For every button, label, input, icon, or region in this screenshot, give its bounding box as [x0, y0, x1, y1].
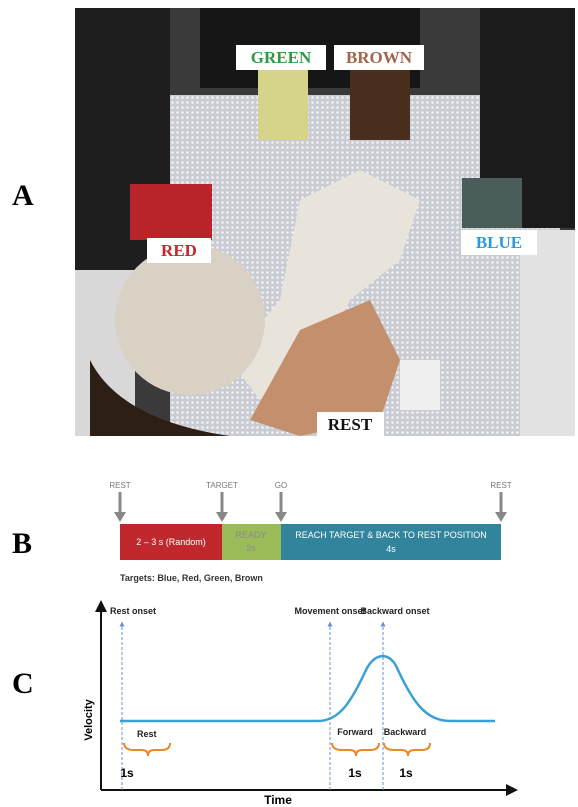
figure: A GREEN BROWN RED BLUE REST B	[0, 0, 578, 807]
target-label: RED	[161, 241, 197, 260]
segment-text: 4s	[386, 544, 396, 554]
velocity-plot: Velocity Time Rest onset Movement onset …	[83, 606, 512, 807]
duration-label: 1s	[120, 766, 134, 780]
segment-text: 2 – 3 s (Random)	[136, 537, 206, 547]
x-axis-label: Time	[264, 793, 292, 807]
y-axis-label: Velocity	[83, 698, 95, 740]
phase-label: Forward	[337, 727, 373, 737]
phase-label: Backward	[384, 727, 427, 737]
event-label: REST	[109, 481, 130, 490]
segment-text: REACH TARGET & BACK TO REST POSITION	[295, 530, 487, 540]
duration-label: 1s	[348, 766, 362, 780]
phase-label: Rest	[137, 729, 157, 739]
event-label: REST	[490, 481, 511, 490]
duration-label: 1s	[399, 766, 413, 780]
target-label: BLUE	[476, 233, 522, 252]
rest-label: REST	[328, 415, 373, 434]
timeline: REST TARGET GO REST 2 – 3 s (Random) REA…	[109, 481, 511, 583]
event-label: TARGET	[206, 481, 238, 490]
panel-letter: B	[12, 527, 32, 560]
panel-letter: A	[12, 179, 34, 212]
marker-label: Backward onset	[360, 606, 429, 616]
event-label: GO	[275, 481, 287, 490]
targets-note: Targets: Blue, Red, Green, Brown	[120, 573, 263, 583]
marker-label: Rest onset	[110, 606, 156, 616]
photo	[75, 8, 575, 436]
target-label: BROWN	[346, 48, 413, 67]
target-label: GREEN	[251, 48, 312, 67]
segment-text: READY	[235, 530, 266, 540]
segment-text: 2s	[246, 543, 256, 553]
panel-letter: C	[12, 667, 34, 700]
marker-label: Movement onset	[294, 606, 365, 616]
